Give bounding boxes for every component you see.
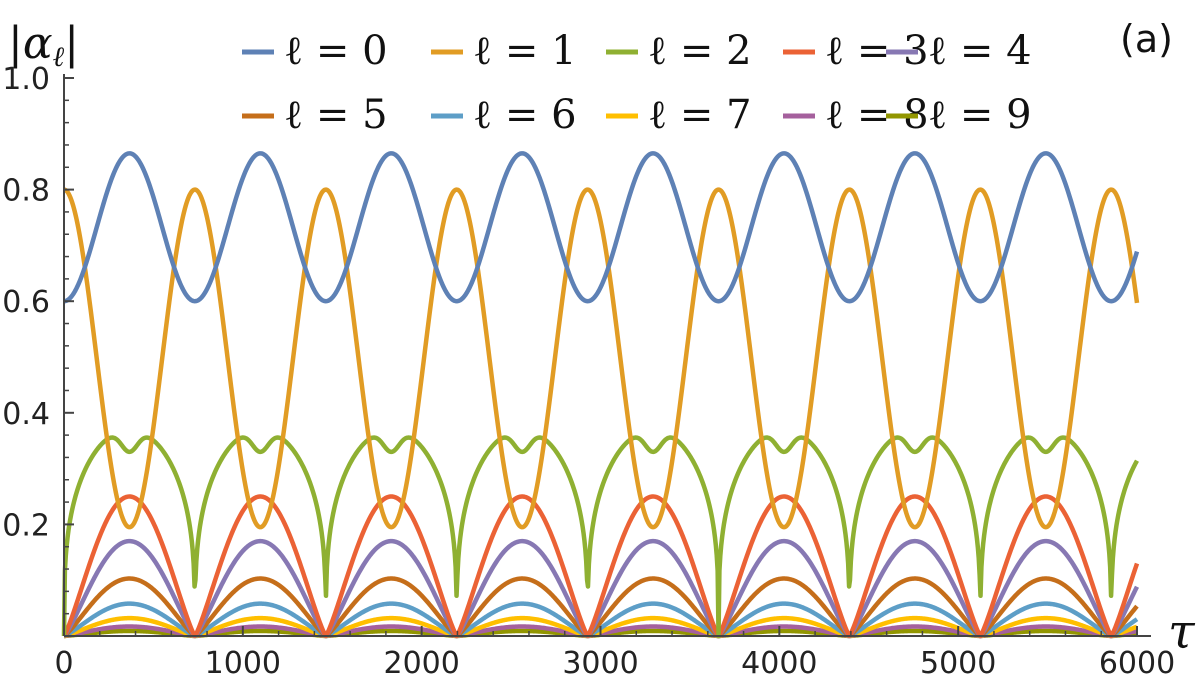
x-tick-label: 5000: [920, 646, 996, 681]
axes: 0 1000 2000 3000 4000 5000 6000 0.2 0.4 0.6 0.8 1.0: [2, 62, 1175, 681]
legend-label-l6: ℓ = 6: [473, 92, 577, 138]
series-line-l4: [62, 538, 1140, 639]
series-line-l5: [62, 576, 1139, 639]
legend-label-l0: ℓ = 0: [284, 28, 388, 74]
series-line-l3: [62, 494, 1140, 639]
y-tick-label: 0.8: [2, 174, 50, 209]
legend-label-l1: ℓ = 1: [473, 28, 577, 74]
series-line-l1: [62, 187, 1140, 530]
y-tick-label: 0.6: [2, 285, 50, 320]
x-tick-label: 6000: [1099, 646, 1175, 681]
x-tick-label: 2000: [383, 646, 459, 681]
legend-label-l2: ℓ = 2: [648, 28, 752, 74]
y-tick-label: 1.0: [2, 62, 50, 97]
panel-label: (a): [1120, 17, 1173, 61]
x-tick-label: 3000: [562, 646, 638, 681]
y-tick-label: 0.2: [2, 508, 50, 543]
legend-label-l4: ℓ = 4: [928, 28, 1032, 74]
x-tick-label: 0: [54, 646, 73, 681]
x-tick-label: 4000: [741, 646, 817, 681]
series-line-l2: [61, 435, 1139, 639]
legend-label-l9: ℓ = 9: [928, 92, 1032, 138]
y-tick-label: 0.4: [2, 397, 50, 432]
legend-label-l7: ℓ = 7: [648, 92, 752, 138]
series-line-l0: [62, 151, 1140, 304]
y-axis-label: |αℓ|: [8, 18, 79, 73]
legend-label-l5: ℓ = 5: [284, 92, 388, 138]
x-axis-label: τ: [1168, 604, 1196, 660]
plot-area: [61, 151, 1140, 639]
x-tick-label: 1000: [205, 646, 281, 681]
